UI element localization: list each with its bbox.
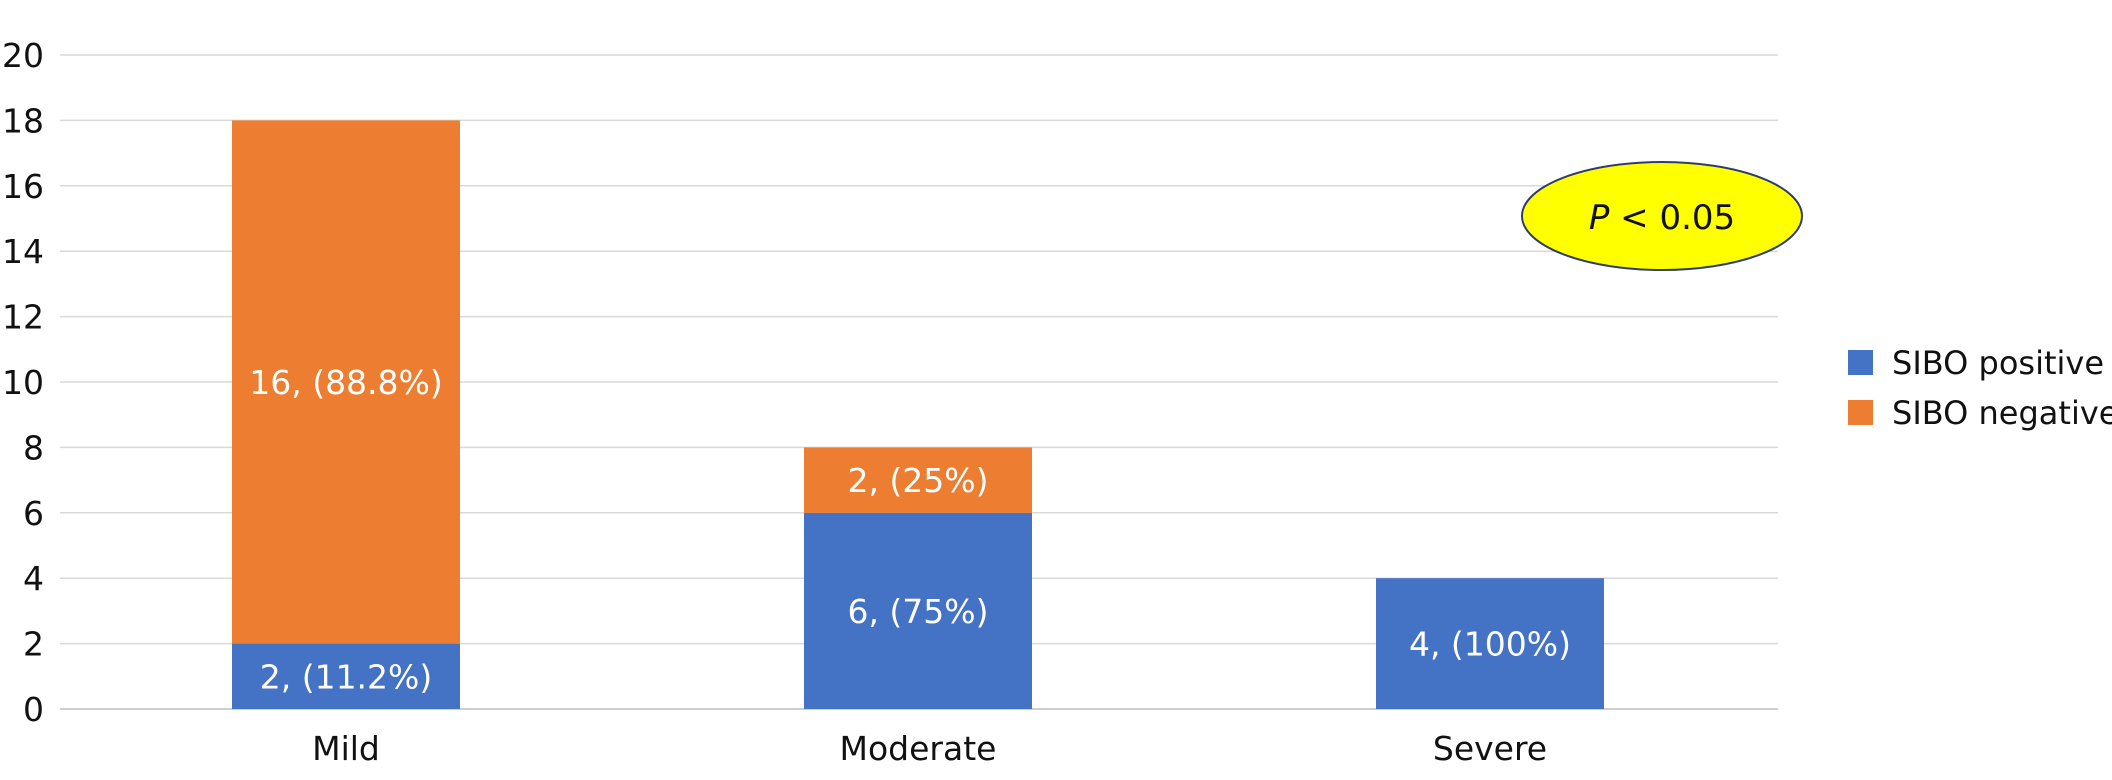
- x-axis: Mild Moderate Severe: [312, 729, 1547, 768]
- p-value-annotation: P < 0.05: [1521, 161, 1803, 271]
- y-tick-label: 0: [23, 690, 44, 729]
- x-tick-label: Mild: [312, 729, 380, 768]
- y-tick-label: 16: [2, 167, 44, 206]
- y-tick-label: 6: [23, 494, 44, 533]
- bar-sibo-positive-mild: [232, 643, 460, 709]
- y-axis: 0 2 4 6 8 10 12 14 16 18 20: [2, 36, 44, 729]
- p-value-rest: < 0.05: [1609, 198, 1735, 238]
- y-tick-label: 10: [2, 363, 44, 402]
- p-value-text: P < 0.05: [1589, 198, 1735, 238]
- legend-label: SIBO positive: [1892, 344, 2104, 382]
- y-tick-label: 12: [2, 298, 44, 337]
- y-tick-label: 2: [23, 625, 44, 664]
- bar-sibo-positive-moderate: [804, 512, 1032, 709]
- legend-swatch: [1848, 400, 1873, 425]
- data-label: 2, (25%): [847, 461, 988, 500]
- data-label: 2, (11.2%): [260, 657, 433, 696]
- data-label: 16, (88.8%): [249, 363, 443, 402]
- bar-sibo-positive-severe: [1376, 578, 1604, 709]
- bar-sibo-negative-mild: [232, 120, 460, 644]
- x-tick-label: Moderate: [840, 729, 997, 768]
- y-tick-label: 14: [2, 232, 44, 271]
- y-tick-label: 18: [2, 101, 44, 140]
- y-tick-label: 8: [23, 428, 44, 467]
- p-value-italic: P: [1589, 198, 1610, 238]
- data-label: 6, (75%): [847, 592, 988, 631]
- bar-sibo-negative-moderate: [804, 447, 1032, 513]
- legend-swatch: [1848, 350, 1873, 375]
- x-tick-label: Severe: [1433, 729, 1547, 768]
- p-value-ellipse: [1521, 161, 1803, 271]
- y-tick-label: 4: [23, 559, 44, 598]
- legend: SIBO positive SIBO negative: [1848, 344, 2112, 432]
- legend-label: SIBO negative: [1892, 394, 2112, 432]
- data-label: 4, (100%): [1409, 625, 1571, 664]
- y-tick-label: 20: [2, 36, 44, 75]
- bars: 2, (11.2%) 16, (88.8%) 6, (75%) 2, (25%) 4, …: [232, 120, 1604, 709]
